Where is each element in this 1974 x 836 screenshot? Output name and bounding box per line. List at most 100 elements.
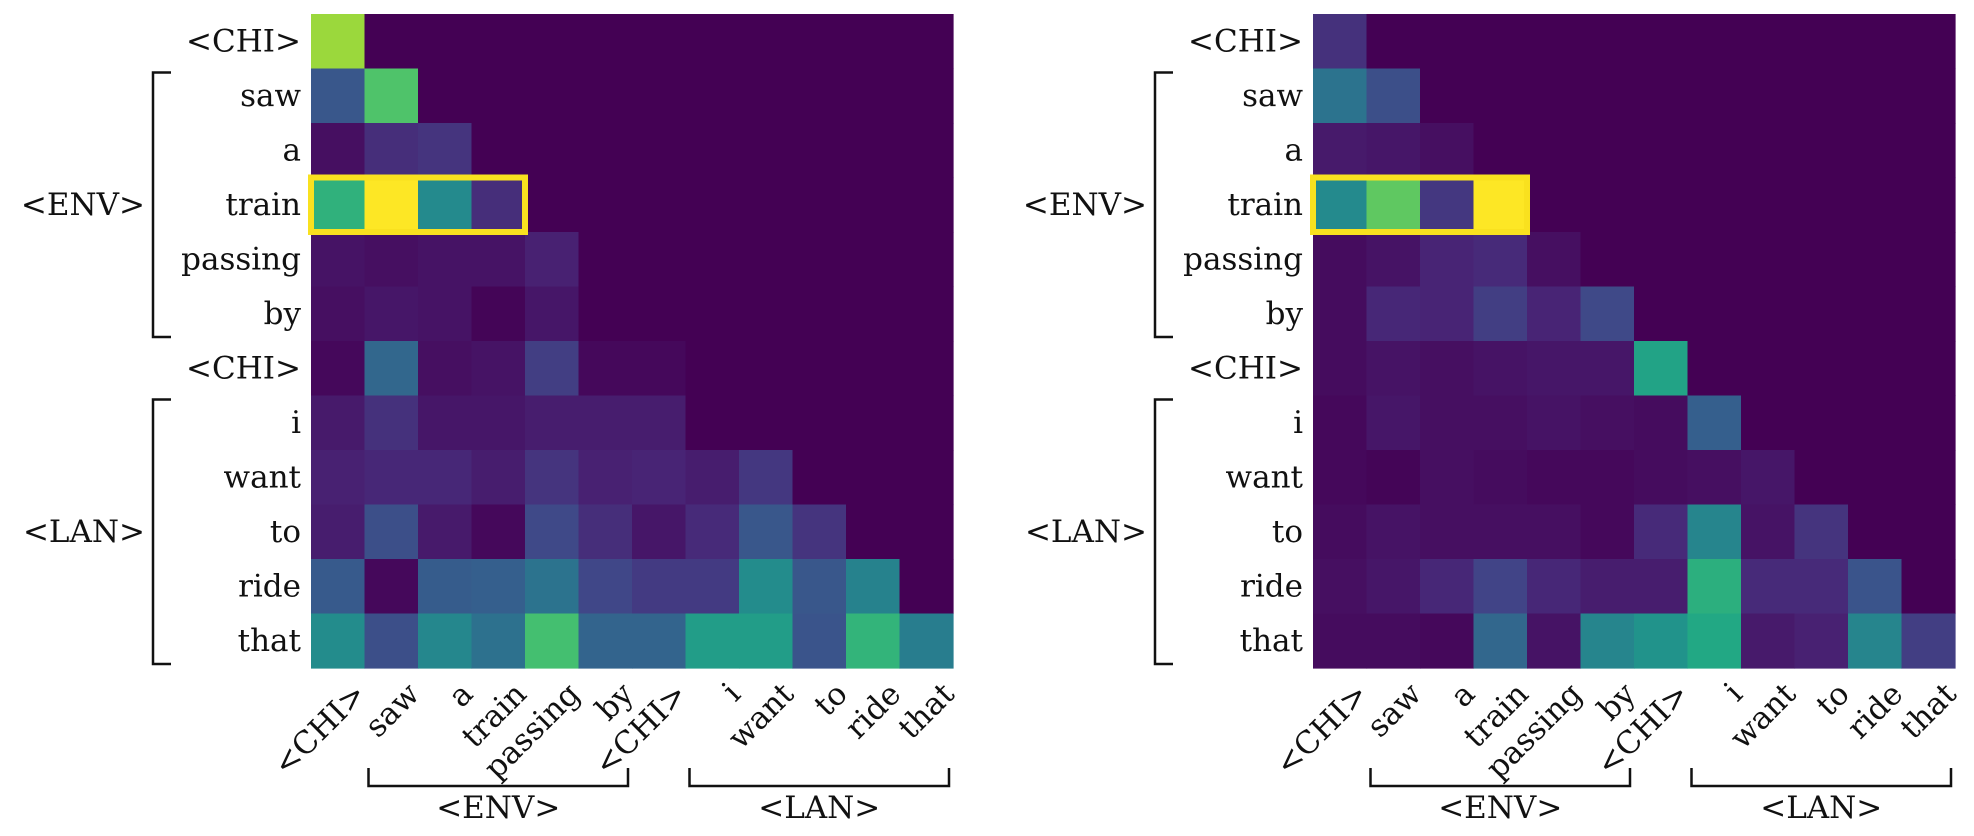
heatmap-cell <box>1473 68 1528 124</box>
heatmap-cell <box>471 559 526 615</box>
heatmap-cell <box>525 232 580 288</box>
heatmap-cell <box>685 504 740 560</box>
heatmap-cell <box>1901 450 1956 506</box>
heatmap-cell <box>1527 559 1582 615</box>
heatmap-cell <box>1366 123 1421 179</box>
heatmap-cell <box>1366 613 1421 669</box>
heatmap-cell <box>632 232 687 288</box>
heatmap-cell <box>1634 286 1689 342</box>
heatmap-cell <box>1473 14 1528 70</box>
heatmap-cell <box>1420 504 1475 560</box>
heatmap-cell <box>1634 450 1689 506</box>
heatmap-cell <box>1473 504 1528 560</box>
heatmap-cell <box>1580 450 1635 506</box>
heatmap-cell <box>1741 232 1796 288</box>
heatmap-cell <box>1366 341 1421 397</box>
heatmap-cell <box>471 613 526 669</box>
row-tick-label: want <box>224 459 302 495</box>
heatmap-cell <box>1687 395 1742 451</box>
heatmap-cell <box>471 123 526 179</box>
heatmap-cell <box>792 286 847 342</box>
heatmap-cell <box>846 450 901 506</box>
row-tick-label: saw <box>240 78 301 114</box>
heatmap-cell <box>1848 123 1903 179</box>
heatmap-cell <box>1794 559 1849 615</box>
highlight-box <box>1310 174 1530 235</box>
row-tick-label: want <box>1226 459 1304 495</box>
heatmap-cell <box>1420 123 1475 179</box>
heatmap-cell <box>1901 395 1956 451</box>
row-tick-label: saw <box>1242 78 1303 114</box>
heatmap-cell <box>1473 286 1528 342</box>
col-tick-label: saw <box>358 676 427 745</box>
row-tick-label: that <box>1240 623 1304 659</box>
heatmap-cell <box>364 613 419 669</box>
heatmap-cell <box>846 14 901 70</box>
heatmap-cell <box>1634 177 1689 233</box>
heatmap-cell <box>1901 68 1956 124</box>
heatmap-cell <box>685 450 740 506</box>
heatmap-cell <box>418 341 473 397</box>
heatmap-cell <box>578 286 633 342</box>
heatmap-cell <box>1313 450 1368 506</box>
heatmap-cell <box>792 68 847 124</box>
heatmap-cell <box>846 559 901 615</box>
row-group-label: <LAN> <box>1025 514 1147 550</box>
heatmap-cell <box>418 177 473 233</box>
heatmap-cell <box>525 14 580 70</box>
heatmap-cell <box>1794 613 1849 669</box>
heatmap-cell <box>1794 232 1849 288</box>
heatmap-cell <box>1634 341 1689 397</box>
heatmap-cell <box>311 14 366 70</box>
heatmap-cell <box>1687 613 1742 669</box>
heatmap-cell <box>899 286 954 342</box>
heatmap-cell <box>792 232 847 288</box>
row-tick-label: train <box>1227 187 1303 223</box>
heatmap-cell <box>1848 14 1903 70</box>
heatmap-cell <box>1741 450 1796 506</box>
heatmap-cell <box>739 14 794 70</box>
heatmap-cell <box>1366 177 1421 233</box>
heatmap-cell <box>846 177 901 233</box>
heatmap-cell <box>578 504 633 560</box>
heatmap-cell <box>1420 14 1475 70</box>
heatmap-cell <box>1634 559 1689 615</box>
heatmap-cell <box>1527 14 1582 70</box>
heatmap-cell <box>685 68 740 124</box>
heatmap-cell <box>792 450 847 506</box>
heatmap-cell <box>685 14 740 70</box>
heatmap-cell <box>1420 286 1475 342</box>
row-group-label: <ENV> <box>1023 187 1147 223</box>
heatmap-cell <box>899 395 954 451</box>
heatmap-cell <box>1794 68 1849 124</box>
heatmap-cell <box>471 286 526 342</box>
heatmap-cell <box>739 613 794 669</box>
heatmap-cell <box>1687 177 1742 233</box>
heatmap-cell <box>471 232 526 288</box>
heatmap-cell <box>311 504 366 560</box>
heatmap-cell <box>525 68 580 124</box>
heatmap-cell <box>1527 177 1582 233</box>
heatmap-cell <box>1794 286 1849 342</box>
heatmap-cell <box>1848 395 1903 451</box>
heatmap-cell <box>792 14 847 70</box>
heatmap-cell <box>578 123 633 179</box>
heatmap-cell <box>739 232 794 288</box>
heatmap-cell <box>1420 68 1475 124</box>
heatmap-cell <box>1366 559 1421 615</box>
heatmap-cell <box>1901 177 1956 233</box>
heatmap-cell <box>578 559 633 615</box>
heatmap-cell <box>1687 232 1742 288</box>
heatmap-cell <box>1687 286 1742 342</box>
heatmap-cell <box>685 123 740 179</box>
heatmap-cell <box>578 177 633 233</box>
row-tick-label: <CHI> <box>1188 350 1303 386</box>
heatmap-cell <box>739 123 794 179</box>
heatmap-cell <box>418 613 473 669</box>
heatmap-cell <box>1741 504 1796 560</box>
heatmap-cell <box>846 613 901 669</box>
heatmap-cell <box>418 559 473 615</box>
heatmap-cell <box>1794 395 1849 451</box>
heatmap-cell <box>1313 68 1368 124</box>
